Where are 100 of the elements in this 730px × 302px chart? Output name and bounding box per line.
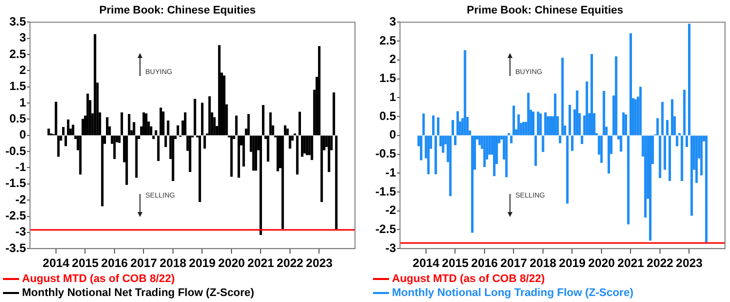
bar <box>47 128 50 136</box>
bar <box>546 116 550 136</box>
bar <box>700 136 703 176</box>
x-tick-label: 2017 <box>130 256 158 270</box>
bar <box>420 136 422 160</box>
legend-label: Monthly Notional Net Trading Flow (Z-Score) <box>22 287 254 299</box>
bar <box>686 136 688 148</box>
bar <box>568 104 572 136</box>
bar <box>493 136 496 176</box>
bar <box>62 126 65 136</box>
bar <box>634 99 637 136</box>
y-tick-label: 3 <box>19 30 26 45</box>
bar <box>680 136 684 182</box>
x-tick-label: 2021 <box>617 256 644 270</box>
bar <box>260 136 262 236</box>
bar <box>670 99 674 136</box>
y-tick-label: -0.5 <box>375 146 396 161</box>
legend-label: Monthly Notional Long Trading Flow (Z-Score) <box>392 287 634 299</box>
bar <box>690 136 693 216</box>
bar <box>310 136 314 160</box>
bar <box>106 117 108 136</box>
bar <box>676 136 678 146</box>
bar <box>436 117 440 136</box>
bar <box>505 136 508 178</box>
x-tick-label: 2020 <box>218 256 246 270</box>
x-tick-label: 2018 <box>160 256 187 270</box>
bar <box>536 112 540 136</box>
bar <box>120 112 124 136</box>
y-tick-label: 0 <box>19 128 26 142</box>
bar <box>566 136 569 204</box>
legend-label: August MTD (as of COB 8/22) <box>22 273 175 285</box>
bar <box>590 54 593 136</box>
bar <box>527 92 530 136</box>
x-tick-label: 2014 <box>412 256 440 270</box>
bar <box>300 136 304 157</box>
bar <box>66 120 70 136</box>
legend-label: August MTD (as of COB 8/22) <box>392 273 545 285</box>
bar <box>184 112 186 136</box>
y-tick-label: -0.5 <box>5 144 26 158</box>
x-tick-label: 2023 <box>676 256 703 270</box>
y-tick-label: -3.5 <box>5 240 26 255</box>
bar <box>57 136 60 157</box>
bar <box>166 120 170 136</box>
bar <box>247 114 250 136</box>
bar <box>254 136 258 171</box>
bar <box>442 136 444 153</box>
bar <box>164 136 167 148</box>
x-tick-label: 2020 <box>588 256 616 270</box>
x-tick-label: 2021 <box>247 256 274 270</box>
bar <box>125 136 128 185</box>
y-tick-label: -1 <box>385 165 396 180</box>
y-tick-label: -2.5 <box>375 222 396 236</box>
y-tick-label: -3 <box>385 240 396 255</box>
bar <box>86 94 89 136</box>
bar <box>510 136 513 144</box>
bar <box>471 136 474 233</box>
bar <box>630 33 632 136</box>
bar <box>608 136 610 174</box>
bar <box>614 56 618 136</box>
x-tick-label: 2015 <box>72 256 99 270</box>
bar <box>452 120 454 136</box>
bar <box>554 94 556 136</box>
bar <box>649 136 652 241</box>
bar <box>688 24 690 136</box>
y-tick-label: 2.5 <box>9 46 26 61</box>
bar <box>303 136 306 154</box>
x-tick-label: 2015 <box>442 256 469 270</box>
bar <box>118 136 121 143</box>
y-tick-label: -2.5 <box>5 208 26 223</box>
y-tick-label: -3 <box>15 224 26 239</box>
y-tick-label: -2 <box>15 192 26 206</box>
bar <box>276 136 280 172</box>
bar <box>335 136 338 230</box>
bar <box>664 136 666 170</box>
y-tick-label: 3 <box>389 14 396 29</box>
x-tick-label: 2016 <box>471 256 498 270</box>
x-tick-label: 2018 <box>530 256 557 270</box>
bar <box>558 136 562 144</box>
bar <box>296 136 299 175</box>
bar <box>332 92 336 136</box>
bar <box>135 136 138 178</box>
bar <box>705 136 708 244</box>
bar <box>432 115 435 136</box>
bar <box>128 114 130 136</box>
y-tick-label: 2 <box>389 52 396 66</box>
bar <box>624 114 628 136</box>
bar <box>534 136 537 166</box>
y-tick-label: 1.5 <box>379 71 396 86</box>
bar <box>434 136 437 174</box>
bar <box>532 112 534 136</box>
bar <box>281 136 284 229</box>
bar <box>683 90 686 136</box>
x-tick-label: 2014 <box>42 256 70 270</box>
bar <box>188 136 192 172</box>
y-tick-label: -2 <box>385 203 396 218</box>
x-tick-label: 2019 <box>558 256 586 270</box>
chart-title: Prime Book: Chinese Equities <box>99 4 256 17</box>
y-tick-label: 2.5 <box>379 33 396 48</box>
bar <box>449 136 452 196</box>
y-tick-label: 0.5 <box>9 112 26 126</box>
